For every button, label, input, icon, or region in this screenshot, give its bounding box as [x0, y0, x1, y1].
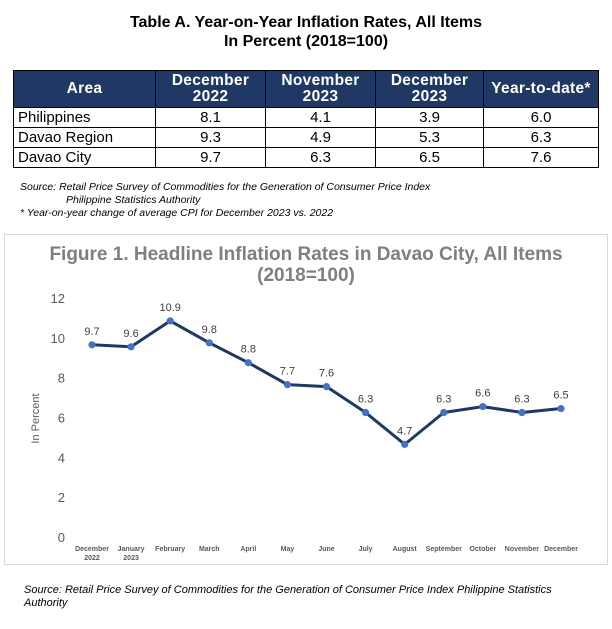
table-title-line2: In Percent (2018=100) [223, 33, 389, 50]
x-tick-label: January [118, 546, 145, 553]
y-axis-title: In Percent [30, 393, 42, 443]
x-tick-label: June [318, 546, 334, 553]
data-point [244, 359, 252, 367]
data-point [88, 341, 96, 349]
value-cell: 9.7 [155, 147, 266, 168]
x-tick-label: February [155, 546, 185, 553]
value-cell: 6.0 [483, 107, 599, 128]
x-tick-label: 2022 [84, 555, 100, 562]
area-cell: Philippines [13, 107, 156, 128]
y-tick-label: 2 [58, 490, 65, 505]
y-tick-label: 4 [58, 450, 65, 465]
x-tick-label: October [469, 546, 496, 553]
y-tick-label: 10 [51, 331, 65, 346]
column-header-dec-2022: December 2022 [155, 70, 266, 108]
series-line [91, 319, 562, 446]
table-source-line2: Philippine Statistics Authority [66, 194, 201, 206]
value-cell: 4.9 [265, 127, 376, 148]
data-point [440, 408, 448, 417]
y-tick-label: 12 [51, 291, 65, 306]
data-label: 7.7 [280, 366, 295, 378]
value-cell: 5.3 [375, 127, 484, 148]
chart-source: Source: Retail Price Survey of Commoditi… [24, 584, 552, 609]
x-tick-label: December [544, 546, 578, 553]
data-label: 7.6 [319, 368, 334, 380]
column-header-ytd: Year-to-date* [483, 70, 599, 108]
value-cell: 7.6 [483, 147, 599, 168]
data-label: 8.8 [241, 344, 256, 356]
value-cell: 3.9 [375, 107, 484, 128]
value-cell: 6.3 [265, 147, 376, 168]
x-tick-label: July [359, 546, 373, 553]
data-label: 9.6 [123, 328, 138, 340]
data-point [127, 343, 135, 351]
table-row: Davao City 9.7 6.3 6.5 7.6 [13, 147, 599, 168]
column-header-area: Area [13, 70, 156, 108]
data-label: 10.9 [159, 302, 180, 314]
value-cell: 6.3 [483, 127, 599, 148]
data-label: 6.3 [358, 394, 373, 406]
y-tick-label: 0 [58, 530, 65, 545]
x-tick-label: December [75, 546, 109, 553]
table-footnote: * Year-on-year change of average CPI for… [20, 207, 334, 219]
table-title-line1: Table A. Year-on-Year Inflation Rates, A… [129, 14, 483, 31]
table-row: Philippines 8.1 4.1 3.9 6.0 [13, 107, 599, 128]
x-tick-label: August [393, 546, 418, 553]
value-cell: 9.3 [155, 127, 266, 148]
area-cell: Davao City [13, 147, 156, 168]
data-point [518, 408, 526, 417]
data-point [322, 383, 331, 391]
chart-title-line2: (2018=100) [257, 265, 355, 286]
x-tick-label: April [240, 546, 256, 553]
value-cell: 8.1 [155, 107, 266, 128]
data-point [401, 440, 409, 448]
data-label: 6.5 [553, 390, 568, 402]
data-point [166, 317, 174, 325]
value-cell: 6.5 [375, 147, 484, 168]
chart-container: Figure 1. Headline Inflation Rates in Da… [4, 234, 608, 565]
column-header-dec-2023: December 2023 [375, 70, 484, 108]
data-point [361, 408, 370, 417]
inflation-table: Area December 2022 November 2023 Decembe… [13, 70, 599, 168]
x-tick-label: 2023 [123, 555, 139, 562]
data-point [205, 339, 213, 347]
x-tick-label: September [426, 546, 462, 553]
data-point [557, 404, 565, 413]
table-row: Davao Region 9.3 4.9 5.3 6.3 [13, 127, 599, 148]
data-label: 6.6 [475, 388, 490, 400]
data-point [283, 381, 292, 389]
area-cell: Davao Region [13, 127, 156, 148]
data-label: 6.3 [514, 394, 529, 406]
y-tick-label: 8 [58, 371, 65, 386]
data-label: 9.8 [202, 324, 217, 336]
line-chart: 0 2 4 6 8 10 12 In Percent December 2022 January 20… [30, 291, 578, 562]
data-label: 4.7 [397, 425, 412, 437]
table-header-row: Area December 2022 November 2023 Decembe… [13, 70, 599, 108]
x-tick-label: May [281, 546, 295, 553]
data-label: 9.7 [84, 326, 99, 338]
column-header-nov-2023: November 2023 [265, 70, 376, 108]
data-label: 6.3 [436, 394, 451, 406]
x-tick-label: March [199, 546, 220, 553]
data-point [479, 402, 487, 411]
y-tick-label: 6 [58, 411, 65, 426]
x-tick-label: November [505, 546, 540, 553]
table-source-line1: Source: Retail Price Survey of Commoditi… [20, 181, 431, 193]
chart-title-line1: Figure 1. Headline Inflation Rates in Da… [49, 244, 563, 265]
value-cell: 4.1 [265, 107, 376, 128]
